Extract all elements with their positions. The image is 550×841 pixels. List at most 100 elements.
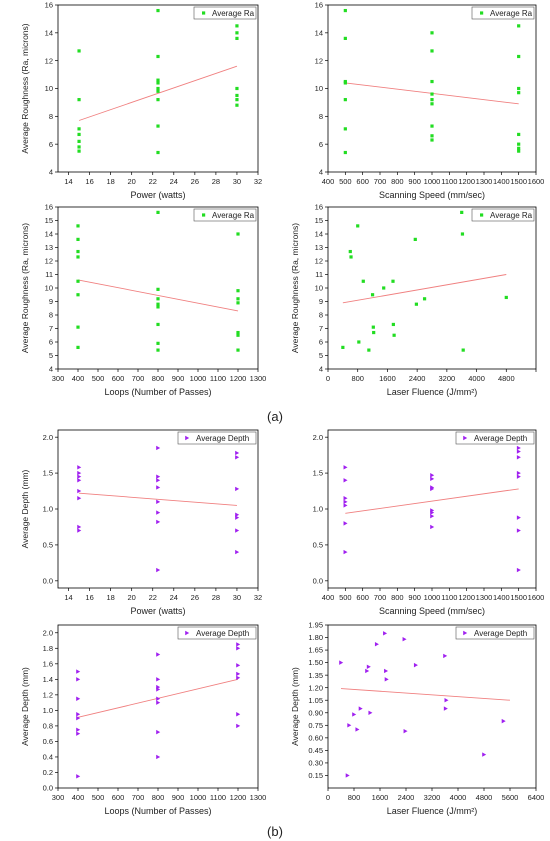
x-tick-label: 1300 <box>250 374 267 383</box>
data-point <box>77 139 81 143</box>
data-point <box>430 473 435 478</box>
data-point <box>156 729 161 735</box>
x-tick-label: 1600 <box>372 793 389 802</box>
data-point <box>361 279 365 283</box>
y-tick-label: 1.8 <box>43 644 53 653</box>
y-tick-label: 0.4 <box>43 753 53 762</box>
y-tick-label: 16 <box>315 1 323 10</box>
data-point <box>343 496 348 501</box>
x-tick-label: 600 <box>112 374 125 383</box>
x-tick-label: 900 <box>408 177 421 186</box>
x-tick-label: 800 <box>152 793 165 802</box>
y-tick-label: 1.5 <box>313 469 323 478</box>
legend-marker <box>202 213 206 217</box>
y-tick-label: 6 <box>49 338 53 347</box>
trend-line <box>79 492 237 506</box>
y-tick-label: 10 <box>45 284 53 293</box>
x-tick-label: 2400 <box>398 793 415 802</box>
x-tick-label: 1200 <box>230 793 247 802</box>
x-tick-label: 1500 <box>510 177 527 186</box>
data-point <box>482 752 487 757</box>
data-point <box>235 528 240 533</box>
data-point <box>76 325 80 329</box>
y-tick-label: 11 <box>45 270 53 279</box>
data-point <box>236 642 241 647</box>
x-tick-label: 1600 <box>528 593 545 602</box>
data-point <box>156 341 160 345</box>
data-point <box>236 712 241 717</box>
x-tick-label: 500 <box>339 177 352 186</box>
data-point <box>391 279 395 283</box>
data-point <box>76 293 80 297</box>
x-tick-label: 300 <box>52 374 65 383</box>
data-point <box>430 524 435 530</box>
chart-depth_fluence: 0 800 1600 2400 3200 4000 4800 5600 6400 0.15 0.30… <box>290 621 544 816</box>
data-point <box>516 470 521 476</box>
data-point <box>76 774 81 779</box>
x-tick-label: 30 <box>233 593 241 602</box>
legend-label: Average Depth <box>474 629 527 638</box>
data-point <box>156 348 160 352</box>
data-point <box>348 249 352 254</box>
y-tick-label: 14 <box>315 28 323 37</box>
trend-line <box>78 65 238 121</box>
data-point <box>236 663 241 668</box>
y-tick-label: 5 <box>49 351 53 360</box>
data-point <box>76 731 81 736</box>
y-tick-label: 14 <box>45 230 53 239</box>
x-tick-label: 16 <box>85 177 93 186</box>
y-tick-label: 8 <box>49 112 53 121</box>
x-axis-label: Scanning Speed (mm/sec) <box>379 190 485 200</box>
legend-label: Average Depth <box>196 629 249 638</box>
y-tick-label: 1.5 <box>43 469 53 478</box>
y-tick-label: 10 <box>45 84 53 93</box>
data-point <box>76 696 81 701</box>
data-point <box>235 31 239 35</box>
data-point <box>402 637 407 642</box>
x-tick-label: 800 <box>351 374 364 383</box>
data-point <box>517 86 521 91</box>
data-point <box>517 24 521 28</box>
x-tick-label: 0 <box>326 793 330 802</box>
x-tick-label: 1600 <box>379 374 396 383</box>
data-point <box>516 515 521 520</box>
data-point <box>430 138 434 142</box>
legend-marker <box>185 630 190 636</box>
x-tick-label: 0 <box>326 374 330 383</box>
y-tick-label: 1.80 <box>308 633 323 642</box>
y-tick-label: 8 <box>49 311 53 320</box>
data-point <box>76 224 80 228</box>
chart-depth_power: 14 16 18 20 22 24 26 28 30 32 0.0 0.5 1.0 1.5 2.0 Power… <box>20 429 262 616</box>
x-tick-label: 500 <box>339 593 352 602</box>
y-tick-label: 14 <box>45 28 53 37</box>
x-tick-label: 600 <box>112 793 125 802</box>
y-tick-label: 2.0 <box>43 628 53 637</box>
x-tick-label: 18 <box>106 593 114 602</box>
x-tick-label: 600 <box>356 593 369 602</box>
panel-label-b: (b) <box>267 824 283 839</box>
x-tick-label: 900 <box>408 593 421 602</box>
x-tick-label: 6400 <box>528 793 545 802</box>
x-tick-label: 22 <box>149 593 157 602</box>
data-point <box>77 474 82 479</box>
data-point <box>347 723 352 728</box>
data-point <box>430 79 434 84</box>
data-point <box>156 687 161 692</box>
x-tick-label: 1300 <box>250 793 267 802</box>
x-tick-label: 24 <box>170 593 178 602</box>
y-tick-label: 10 <box>315 284 323 293</box>
data-point <box>430 98 434 102</box>
y-tick-label: 2.0 <box>43 433 53 442</box>
legend-label: Average Depth <box>474 434 527 443</box>
data-point <box>235 486 240 492</box>
legend-box <box>177 626 257 640</box>
data-point <box>516 449 521 454</box>
x-tick-label: 1400 <box>493 177 510 186</box>
data-point <box>156 510 161 515</box>
legend-label: Average Ra <box>212 9 255 18</box>
data-point <box>367 348 371 352</box>
data-point <box>156 322 160 327</box>
x-tick-label: 1100 <box>210 793 226 802</box>
data-point <box>461 348 465 352</box>
y-tick-label: 1.05 <box>308 696 323 705</box>
